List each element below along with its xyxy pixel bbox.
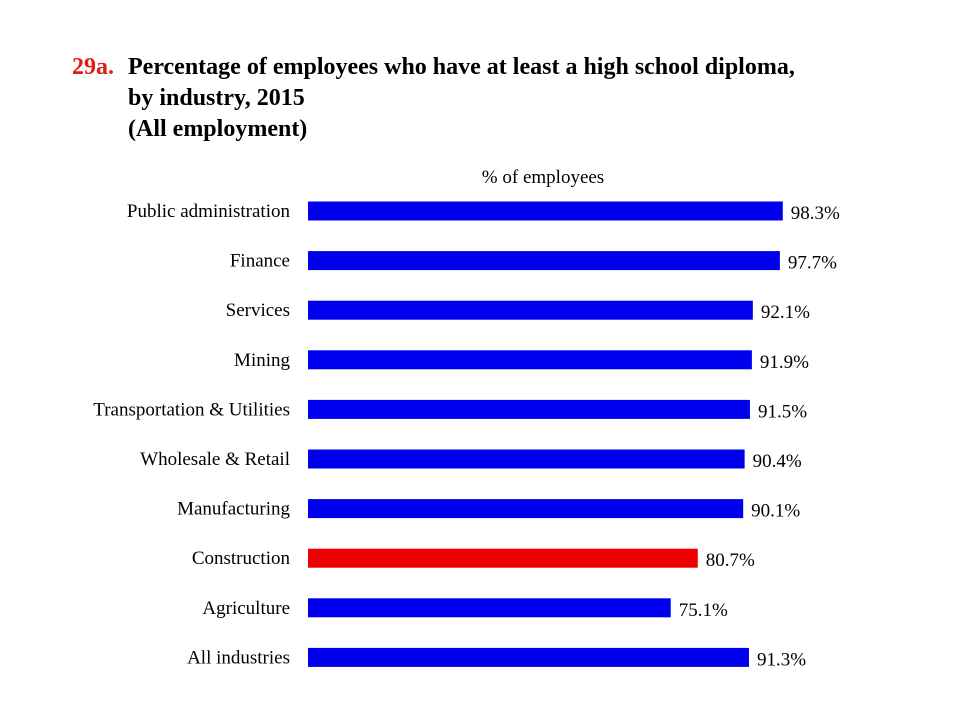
bar-manufacturing — [308, 499, 744, 519]
title-line-3: (All employment) — [128, 116, 308, 142]
title-number: 29a. — [72, 54, 114, 80]
value-label-mining: 91.9% — [760, 352, 809, 373]
category-label-transportation-and-utilities: Transportation & Utilities — [93, 399, 290, 420]
category-label-mining: Mining — [234, 350, 290, 371]
bars-group: Public administration 98.3% Finance 97.7% Se… — [93, 201, 840, 670]
bar-public-administration — [308, 201, 783, 221]
value-label-wholesale-and-retail: 90.4% — [753, 451, 802, 472]
value-label-services: 92.1% — [761, 302, 810, 323]
title-line-1: 29a. Percentage of employees who have at … — [72, 52, 795, 83]
value-label-finance: 97.7% — [788, 253, 837, 274]
chart-title: 29a. Percentage of employees who have at … — [72, 52, 795, 145]
category-label-services: Services — [226, 300, 290, 321]
bar-services — [308, 300, 753, 320]
category-label-agriculture: Agriculture — [202, 598, 290, 619]
bar-mining — [308, 350, 752, 370]
title-line-2: by industry, 2015 — [128, 85, 305, 111]
title-text-1: Percentage of employees who have at leas… — [128, 54, 795, 80]
bar-agriculture — [308, 598, 671, 618]
category-label-all-industries: All industries — [187, 647, 290, 668]
category-label-wholesale-and-retail: Wholesale & Retail — [140, 449, 290, 470]
axis-label: % of employees — [482, 167, 604, 188]
bar-all-industries — [308, 647, 749, 667]
category-label-public-administration: Public administration — [127, 201, 291, 222]
bar-transportation-and-utilities — [308, 399, 750, 419]
value-label-all-industries: 91.3% — [757, 649, 806, 670]
bar-finance — [308, 251, 780, 271]
category-label-construction: Construction — [192, 548, 291, 569]
bar-construction — [308, 548, 698, 568]
value-label-agriculture: 75.1% — [679, 600, 728, 621]
category-label-finance: Finance — [230, 251, 290, 272]
value-label-manufacturing: 90.1% — [751, 501, 800, 522]
category-label-manufacturing: Manufacturing — [177, 499, 290, 520]
value-label-public-administration: 98.3% — [791, 203, 840, 224]
bar-wholesale-and-retail — [308, 449, 745, 469]
value-label-construction: 80.7% — [706, 550, 755, 571]
value-label-transportation-and-utilities: 91.5% — [758, 401, 807, 422]
